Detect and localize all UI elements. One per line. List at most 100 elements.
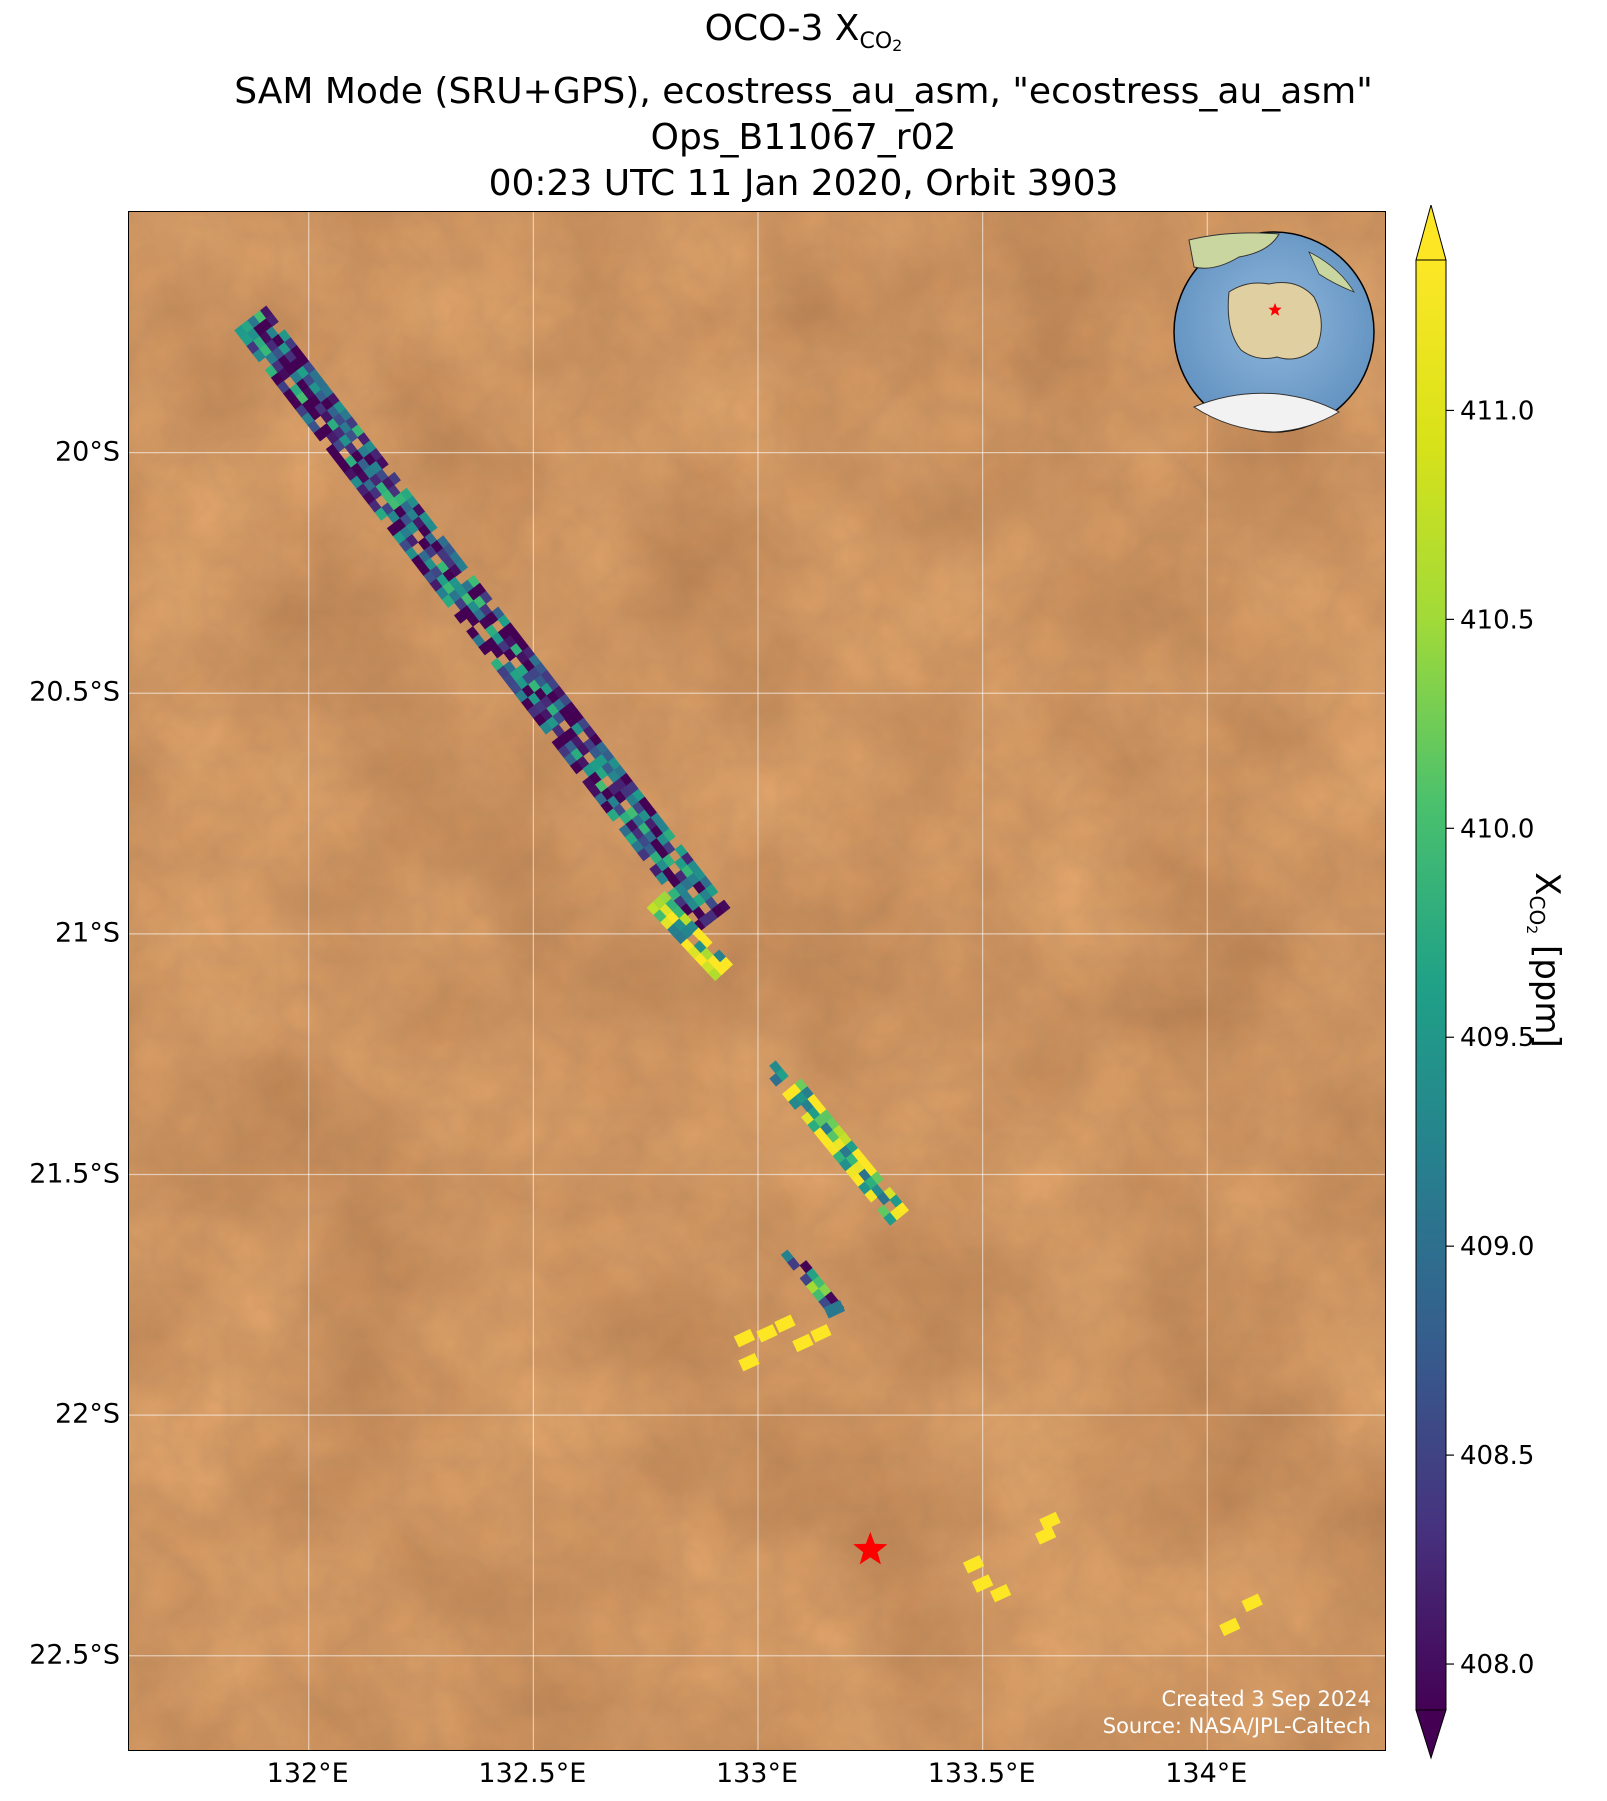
xco2-cell (307, 407, 321, 421)
inset-globe (1173, 231, 1375, 433)
xco2-cell (692, 880, 706, 895)
xco2-cell (307, 420, 321, 434)
xco2-cell (399, 526, 413, 540)
xco2-cell (442, 543, 456, 557)
xco2-cell (393, 492, 407, 507)
xco2-cell (264, 351, 279, 366)
xco2-cell (418, 524, 432, 538)
xco2-cell (588, 758, 602, 773)
xco2-cell (704, 909, 718, 923)
xco2-cell (692, 919, 706, 933)
xco2-cell (515, 676, 529, 691)
xco2-cell (569, 760, 584, 775)
xco2-cell (271, 359, 285, 374)
globe-australia (1227, 282, 1322, 360)
xco2-cell (693, 940, 707, 954)
xco2-cell (491, 632, 505, 646)
xco2-cell (845, 1165, 859, 1180)
map-panel[interactable]: Created 3 Sep 2024 Source: NASA/JPL-Calt… (128, 211, 1386, 1751)
xco2-cell (551, 724, 566, 738)
xco2-cell (851, 1173, 865, 1188)
xco2-patch (1034, 1526, 1057, 1545)
xco2-cell (497, 640, 511, 654)
lon-tick-label: 133.5°E (927, 1758, 1036, 1789)
xco2-cell (662, 841, 676, 855)
xco2-cell (509, 630, 523, 644)
xco2-cell (344, 454, 358, 469)
target-star-icon (853, 1531, 888, 1565)
xco2-cell (876, 1191, 891, 1206)
xco2-cell (332, 438, 346, 453)
xco2-cell (539, 708, 553, 722)
xco2-cell (277, 354, 291, 369)
xco2-cell (637, 822, 651, 836)
xco2-cell (655, 846, 670, 860)
xco2-cell (712, 949, 727, 963)
xco2-cell (705, 883, 719, 898)
xco2-cell (680, 877, 694, 892)
source-credit: Source: NASA/JPL-Caltech (1102, 1714, 1371, 1738)
xco2-cell (812, 1288, 826, 1303)
xco2-cell (515, 651, 529, 665)
xco2-cell (246, 315, 261, 329)
xco2-cell (399, 538, 413, 553)
xco2-cell (308, 381, 322, 396)
xco2-cell (460, 579, 474, 594)
xco2-cell (625, 793, 639, 808)
colorbar-tick-label: 410.0 (1460, 814, 1534, 844)
xco2-patch (756, 1324, 778, 1343)
xco2-cell (870, 1171, 884, 1185)
xco2-cell (466, 613, 480, 627)
xco2-cell (515, 689, 529, 703)
xco2-patch (810, 1324, 832, 1343)
xco2-patch (733, 1328, 756, 1348)
xco2-cell (527, 679, 541, 694)
xco2-cell (557, 744, 571, 759)
xco2-cell (289, 357, 304, 372)
xco2-cell (314, 389, 328, 404)
xco2-cell (788, 1096, 802, 1110)
xco2-cell (838, 1145, 853, 1159)
xco2-cell (326, 392, 340, 407)
xco2-cell (832, 1137, 846, 1152)
xco2-cell (380, 502, 395, 516)
title-line-3: Ops_B11067_r02 (650, 117, 957, 158)
xco2-cell (819, 1109, 833, 1123)
xco2-patch (1039, 1511, 1061, 1531)
xco2-cell (781, 1088, 796, 1103)
xco2-cell (497, 614, 511, 628)
xco2-cell (412, 503, 426, 518)
xco2-cell (375, 456, 389, 470)
xco2-cell (713, 962, 728, 976)
xco2-cell (857, 1168, 872, 1183)
xco2-cell (649, 863, 663, 878)
xco2-swath (234, 305, 731, 933)
lat-tick-label: 21.5°S (29, 1158, 120, 1189)
xco2-cell (521, 697, 535, 711)
xco2-cell (381, 476, 395, 491)
xco2-cell (252, 348, 266, 363)
xco2-cell (424, 532, 438, 546)
xco2-cell (582, 738, 596, 752)
xco2-cell (673, 931, 688, 945)
xco2-cell (711, 904, 725, 919)
xco2-cell (472, 633, 486, 648)
xco2-cell (631, 788, 646, 803)
xco2-cell (350, 449, 364, 464)
colorbar-tick-label: 408.0 (1460, 1650, 1534, 1680)
xco2-patch (989, 1583, 1012, 1603)
xco2-cell (607, 782, 621, 797)
xco2-cell (637, 835, 651, 849)
xco2-cell (344, 429, 358, 443)
xco2-cell (686, 872, 700, 887)
xco2-cell (308, 368, 322, 383)
xco2-cell (326, 431, 340, 445)
xco2-cell (601, 761, 615, 776)
xco2-patch (738, 1352, 760, 1372)
colorbar-ticks: 408.0 408.5 409.0 409.5 410.0 410.5 411.0 (1446, 396, 1534, 1680)
xco2-cell (619, 785, 633, 800)
xco2-cell (289, 370, 303, 385)
xco2-cell (387, 471, 401, 486)
created-date: Created 3 Sep 2024 (1161, 1687, 1371, 1711)
xco2-cell (812, 1275, 826, 1290)
